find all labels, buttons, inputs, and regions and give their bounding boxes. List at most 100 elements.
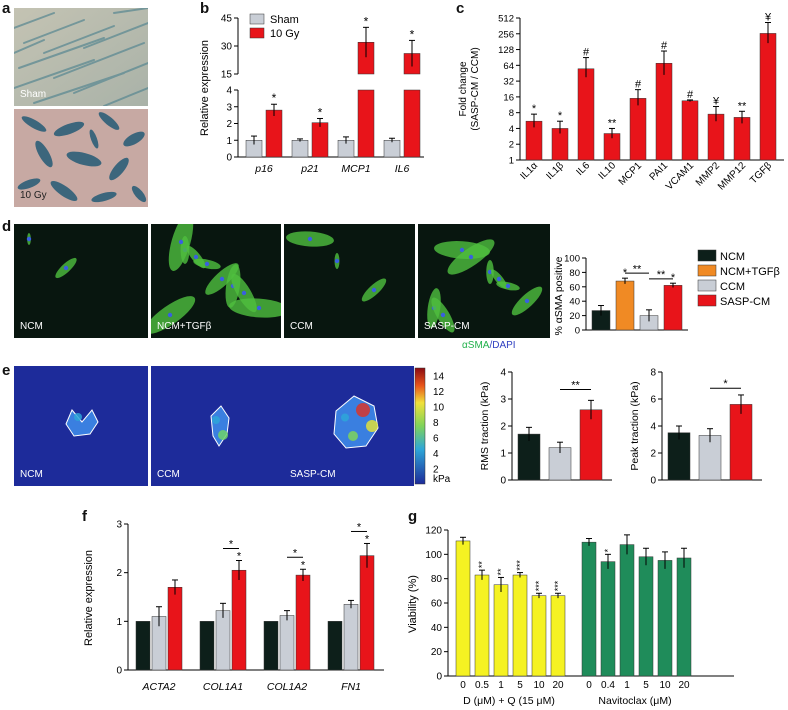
d-image-label-2: CCM	[290, 321, 313, 332]
e-traction-map-2: SASP-CM	[284, 366, 414, 486]
e-hotspot-2-0	[341, 413, 349, 422]
g-ytick-label-0: 0	[436, 672, 442, 683]
d-micrograph-image-3	[427, 239, 543, 333]
g-ytick-label-3: 60	[431, 599, 443, 610]
f-annot-3: *	[293, 547, 298, 559]
d-nucleus-2-1	[371, 287, 377, 293]
f-bar-3-2	[359, 555, 375, 671]
c-bar-9	[759, 33, 777, 161]
colorbar-tick-2: 10	[433, 403, 445, 414]
g-cat-1-4: 10	[659, 680, 671, 691]
d-nucleus-1-6	[204, 261, 210, 267]
d-legend-swatch-0	[697, 249, 717, 262]
b-cat-3: IL6	[395, 163, 410, 175]
e1-bar-2	[579, 409, 603, 481]
c-annot-0: *	[532, 103, 537, 115]
e-hotspot-2-3	[356, 403, 370, 417]
colorbar-tick-5: 4	[433, 449, 439, 460]
c-cat-9: TGFβ	[748, 160, 774, 186]
b-bar-0-1	[265, 109, 283, 158]
f-bar-3-0	[327, 621, 343, 671]
c-ytick-label-9: 512	[498, 14, 514, 25]
d-nucleus-2-0	[334, 258, 340, 264]
g-bar-0-1	[474, 574, 490, 677]
e2-ylabel: Peak traction (kPa)	[629, 381, 641, 470]
e-hotspot-2-2	[366, 420, 378, 432]
g-bar-1-3	[638, 556, 654, 677]
d-micrograph-2: CCM	[284, 224, 415, 338]
c-annot-2: #	[583, 47, 590, 59]
e1-annot: **	[571, 380, 580, 392]
c-annot-1: *	[558, 110, 563, 122]
g-ylabel: Viability (%)	[407, 575, 419, 633]
c-annot-8: **	[738, 100, 747, 112]
b-cat-0: p16	[254, 163, 273, 175]
d-image-label-3: SASP-CM	[424, 321, 470, 332]
f-bar-1-2	[231, 569, 247, 671]
e-traction-image-1	[210, 405, 230, 447]
g-cat-0-0: 0	[460, 680, 466, 691]
g-xlabel-1: Navitoclax (μM)	[598, 695, 671, 707]
c-annot-4: #	[635, 79, 642, 91]
sham-label: Sham	[20, 89, 47, 100]
d-nucleus-1-2	[256, 305, 262, 311]
b-annot-2: *	[364, 14, 369, 28]
e-hotspot-1-0	[212, 416, 220, 424]
c-cat-1: IL1β	[544, 160, 566, 182]
d-legend-swatch-2	[697, 279, 717, 292]
g-annot-0-3: ***	[515, 560, 525, 571]
e-traction-image-2	[333, 395, 379, 449]
d-nucleus-3-6	[505, 283, 511, 289]
b-lower-ytick-label-2: 2	[226, 119, 232, 130]
e-traction-map-0: NCM	[14, 366, 148, 486]
d-legend-label-3: SASP-CM	[720, 296, 770, 308]
f-bar-0-0	[135, 621, 151, 671]
e-hotspot-1-1	[218, 430, 228, 440]
colorbar-tick-6: 2	[433, 465, 439, 476]
d-micrograph-0: NCM	[14, 224, 148, 338]
c-annot-3: **	[608, 117, 617, 129]
f-ylabel: Relative expression	[83, 550, 95, 646]
b-cat-1: p21	[300, 163, 319, 175]
e1-bar-0	[517, 433, 541, 481]
d-nucleus-3-5	[468, 254, 474, 260]
f-bar-3-1	[343, 604, 359, 671]
c-bar-5	[655, 63, 673, 161]
b-legend-swatch-1	[249, 27, 265, 39]
d-annot-3: *	[671, 272, 676, 284]
chart-peak-traction: 0 2 4 6 8 Peak traction (kPa) *	[629, 368, 762, 487]
c-annot-9: ¥	[764, 12, 772, 24]
e1-ytick-label-1: 1	[500, 449, 506, 460]
f-annot-1: *	[229, 539, 234, 551]
b-annot-0: *	[272, 91, 277, 105]
c-annot-6: #	[687, 89, 694, 101]
d-micrograph-image-0	[26, 233, 77, 279]
d-micrograph-1: NCM+TGFβ	[151, 224, 281, 338]
d-legend-swatch-1	[697, 264, 717, 277]
b-upper-ytick-label-1: 30	[221, 42, 233, 53]
c-ytick-label-8: 256	[498, 29, 514, 40]
d-ytick-label-3: 60	[569, 282, 580, 293]
b-legend-label-0: Sham	[270, 14, 299, 26]
d-legend-label-2: CCM	[720, 281, 745, 293]
f-bar-2-2	[295, 574, 311, 671]
f-bar-1-0	[199, 621, 215, 671]
g-cat-1-3: 5	[643, 680, 649, 691]
f-bar-1-1	[215, 610, 231, 671]
g-bar-0-2	[493, 584, 509, 677]
e2-bar-2	[729, 404, 753, 481]
panel-d-letter: d	[2, 218, 12, 235]
d-nucleus-1-5	[167, 312, 173, 318]
f-bar-2-1	[279, 615, 295, 671]
panel-a-letter: a	[2, 0, 11, 17]
c-ytick-label-7: 128	[498, 45, 514, 56]
d-image-label-1: NCM+TGFβ	[157, 321, 212, 332]
g-cat-1-1: 0.4	[601, 680, 615, 691]
d-micrograph-image-1	[151, 224, 281, 334]
f-annot-2: *	[301, 559, 306, 571]
g-ytick-label-1: 20	[431, 647, 443, 658]
b-legend-label-1: 10 Gy	[270, 28, 300, 40]
f-bar-2-0	[263, 621, 279, 671]
